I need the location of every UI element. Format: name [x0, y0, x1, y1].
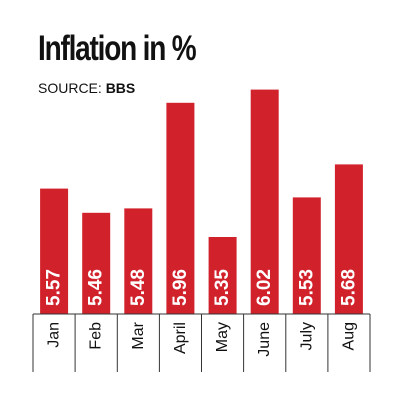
value-label-jan: 5.57 — [44, 269, 65, 306]
bar-mar — [124, 208, 153, 314]
category-label-mar: Mar — [130, 321, 147, 349]
value-label-june: 6.02 — [254, 269, 275, 306]
bar-feb — [82, 212, 111, 314]
value-label-april: 5.96 — [170, 269, 191, 306]
category-label-april: April — [172, 322, 189, 354]
source-value: BBS — [105, 80, 136, 96]
chart-title: Inflation in % — [38, 29, 197, 68]
category-label-july: July — [298, 322, 315, 350]
value-label-july: 5.53 — [296, 269, 317, 306]
category-label-may: May — [214, 322, 231, 352]
value-label-mar: 5.48 — [128, 269, 149, 306]
category-label-feb: Feb — [88, 322, 105, 350]
bar-june — [250, 89, 279, 314]
bar-may — [208, 237, 237, 314]
category-label-aug: Aug — [340, 322, 357, 350]
bar-aug — [334, 164, 363, 314]
category-label-june: June — [256, 322, 273, 357]
bar-jan — [40, 188, 69, 314]
category-label-jan: Jan — [46, 322, 63, 348]
source-label: SOURCE: — [38, 80, 102, 96]
bar-july — [292, 197, 321, 314]
value-label-may: 5.35 — [212, 269, 233, 306]
value-label-aug: 5.68 — [338, 269, 359, 306]
value-label-feb: 5.46 — [86, 269, 107, 306]
bar-april — [166, 102, 195, 314]
source-line: SOURCE: BBS — [38, 79, 135, 97]
